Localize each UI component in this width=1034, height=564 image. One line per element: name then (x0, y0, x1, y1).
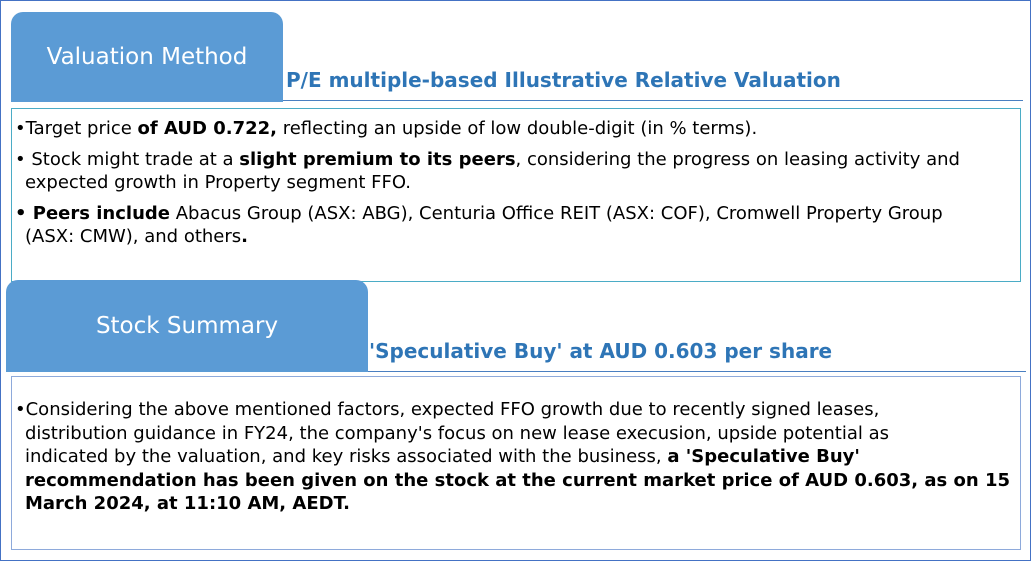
valuation-content-box (11, 108, 1021, 282)
bullet-continuation-line: (ASX: CMW), and others. (15, 225, 1020, 249)
bullet-line: •Target price of AUD 0.722, reflecting a… (15, 117, 1020, 141)
text-run: •Considering the above mentioned factors… (15, 399, 880, 420)
text-run: distribution guidance in FY24, the compa… (25, 422, 889, 444)
summary-paragraph: •Considering the above mentioned factors… (15, 398, 1020, 516)
bold-text-run: of AUD 0.722, (137, 118, 277, 139)
bold-text-run: . (241, 226, 249, 247)
text-run: reflecting an upside of low double-digit… (277, 118, 758, 139)
bold-text-run: • (15, 202, 33, 224)
valuation-method-label: Valuation Method (46, 44, 248, 70)
stock-summary-tab: Stock Summary (6, 280, 368, 372)
valuation-bullet-list: •Target price of AUD 0.722, reflecting a… (15, 117, 1020, 256)
bullet-line: • Stock might trade at a slight premium … (15, 148, 1020, 172)
text-run: (ASX: CMW), and others (25, 226, 242, 247)
summary-line: distribution guidance in FY24, the compa… (15, 422, 1020, 446)
valuation-bullet: • Peers include Abacus Group (ASX: ABG),… (15, 202, 1020, 249)
bullet-continuation-line: expected growth in Property segment FFO. (15, 171, 1020, 195)
text-run: , considering the progress on leasing ac… (515, 148, 960, 170)
text-run: • Stock might trade at a (15, 148, 240, 170)
stock-summary-label: Stock Summary (95, 313, 279, 339)
valuation-method-tab: Valuation Method (11, 12, 283, 102)
text-run: expected growth in Property segment FFO. (25, 172, 411, 193)
stock-summary-subtitle: 'Speculative Buy' at AUD 0.603 per share (369, 339, 833, 363)
valuation-divider (283, 100, 1023, 101)
summary-line: March 2024, at 11:10 AM, AEDT. (15, 492, 1020, 516)
bold-text-run: March 2024, at 11:10 AM, AEDT. (25, 493, 350, 514)
summary-line: recommendation has been given on the sto… (15, 469, 1020, 493)
bold-text-run: slight premium to its peers (239, 148, 516, 170)
text-run: indicated by the valuation, and key risk… (25, 446, 668, 467)
valuation-bullet: •Target price of AUD 0.722, reflecting a… (15, 117, 1020, 141)
bold-text-run: Peers include (32, 202, 170, 224)
summary-line: indicated by the valuation, and key risk… (15, 445, 1020, 469)
bold-text-run: recommendation has been given on the sto… (25, 469, 1011, 491)
valuation-bullet: • Stock might trade at a slight premium … (15, 148, 1020, 195)
text-run: Abacus Group (ASX: ABG), Centuria Office… (169, 202, 943, 224)
bold-text-run: a 'Speculative Buy' (667, 446, 860, 467)
summary-divider (368, 371, 1026, 372)
summary-line: •Considering the above mentioned factors… (15, 398, 1020, 422)
valuation-subtitle: P/E multiple-based Illustrative Relative… (286, 68, 841, 92)
summary-content-box (11, 376, 1021, 550)
bullet-line: • Peers include Abacus Group (ASX: ABG),… (15, 202, 1020, 226)
text-run: •Target price (15, 118, 138, 139)
